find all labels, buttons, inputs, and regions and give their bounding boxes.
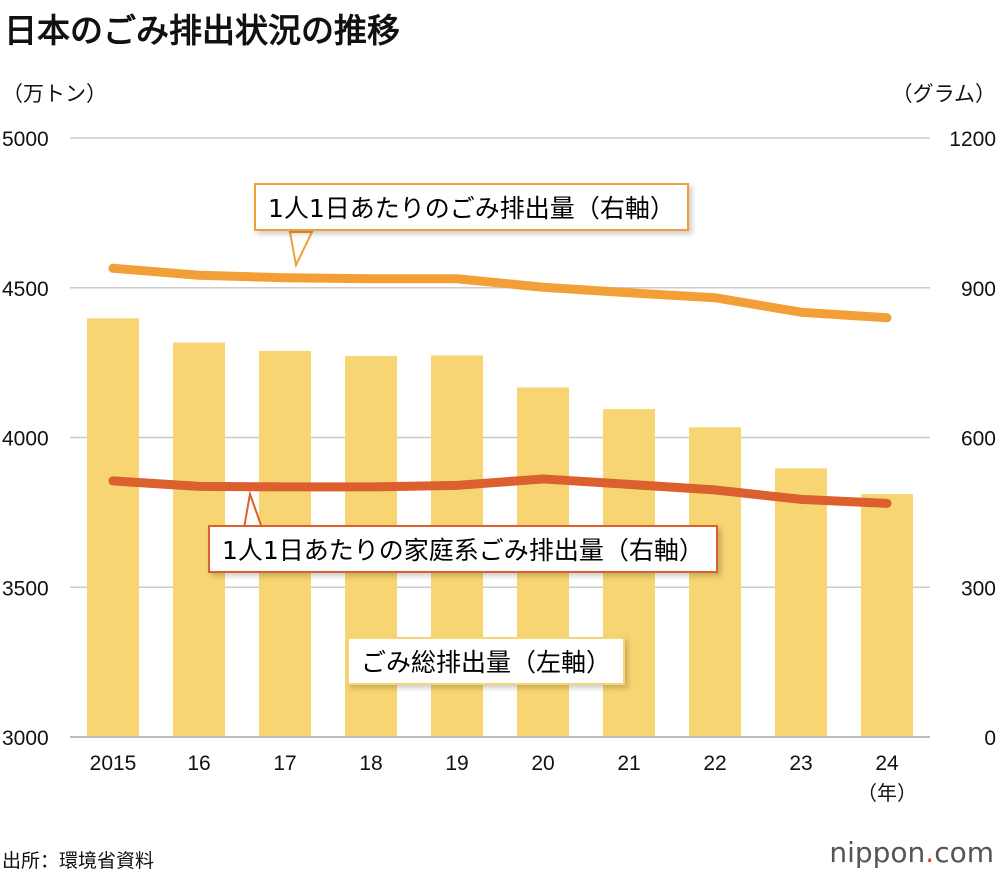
- bar: [775, 468, 827, 737]
- x-tick-label: 17: [273, 752, 296, 775]
- right-axis-unit: （グラム）: [891, 82, 996, 106]
- right-tick-label: 1200: [949, 128, 996, 151]
- bar: [87, 318, 139, 737]
- x-tick-label: 18: [359, 752, 382, 775]
- right-tick-label: 900: [961, 278, 996, 301]
- x-tick-label: 23: [789, 752, 812, 775]
- legend-total: ごみ総排出量（左軸）: [347, 637, 626, 685]
- left-axis-unit: （万トン）: [2, 82, 107, 106]
- chart-title: 日本のごみ排出状況の推移: [4, 11, 400, 50]
- right-tick-label: 600: [961, 428, 996, 451]
- nippon-logo: nippon.com: [829, 836, 994, 869]
- callout-pointer: [288, 231, 314, 269]
- left-tick-label: 4000: [2, 428, 49, 451]
- left-tick-label: 3500: [2, 577, 49, 600]
- legend-household-per-capita: 1人1日あたりの家庭系ごみ排出量（右軸）: [208, 525, 718, 573]
- bar: [861, 494, 913, 737]
- x-tick-label: 19: [445, 752, 468, 775]
- legend-total-per-capita: 1人1日あたりのごみ排出量（右軸）: [254, 183, 689, 231]
- left-tick-label: 5000: [2, 128, 49, 151]
- line-household-per-capita: [108, 474, 892, 508]
- x-tick-label: 20: [531, 752, 554, 775]
- x-axis-unit: （年）: [857, 781, 917, 805]
- x-tick-label: 21: [617, 752, 640, 775]
- right-tick-label: 0: [984, 727, 996, 750]
- x-tick-label: 24: [875, 752, 899, 775]
- left-tick-label: 4500: [2, 278, 49, 301]
- bar: [603, 409, 655, 737]
- x-tick-label: 2015: [90, 752, 137, 775]
- source-note: 出所：環境省資料: [2, 850, 155, 872]
- bar: [689, 427, 741, 737]
- x-tick-label: 16: [187, 752, 210, 775]
- line-total-per-capita: [108, 263, 892, 323]
- right-tick-label: 300: [961, 577, 996, 600]
- left-tick-label: 3000: [2, 727, 49, 750]
- x-tick-label: 22: [703, 752, 726, 775]
